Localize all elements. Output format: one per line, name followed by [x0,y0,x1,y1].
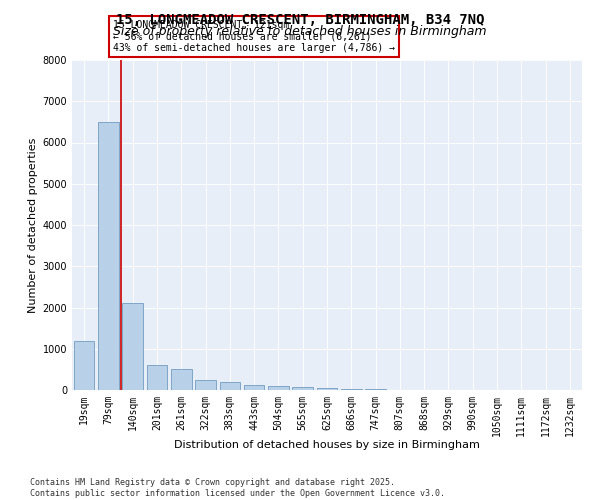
Bar [74,340,94,390]
Bar [98,122,119,390]
Bar [268,386,289,390]
Text: Size of property relative to detached houses in Birmingham: Size of property relative to detached ho… [113,25,487,38]
Bar [365,389,386,390]
Bar [317,388,337,390]
Bar [195,380,216,390]
Bar [171,370,191,390]
Bar [244,385,265,390]
Bar [341,389,362,390]
Bar [220,382,240,390]
Text: Contains HM Land Registry data © Crown copyright and database right 2025.
Contai: Contains HM Land Registry data © Crown c… [30,478,445,498]
Text: 15 LONGMEADOW CRESCENT: 121sqm
← 56% of detached houses are smaller (6,261)
43% : 15 LONGMEADOW CRESCENT: 121sqm ← 56% of … [113,20,395,54]
Y-axis label: Number of detached properties: Number of detached properties [28,138,38,312]
Bar [292,387,313,390]
Bar [146,365,167,390]
Text: 15, LONGMEADOW CRESCENT, BIRMINGHAM, B34 7NQ: 15, LONGMEADOW CRESCENT, BIRMINGHAM, B34… [116,12,484,26]
X-axis label: Distribution of detached houses by size in Birmingham: Distribution of detached houses by size … [174,440,480,450]
Bar [122,304,143,390]
